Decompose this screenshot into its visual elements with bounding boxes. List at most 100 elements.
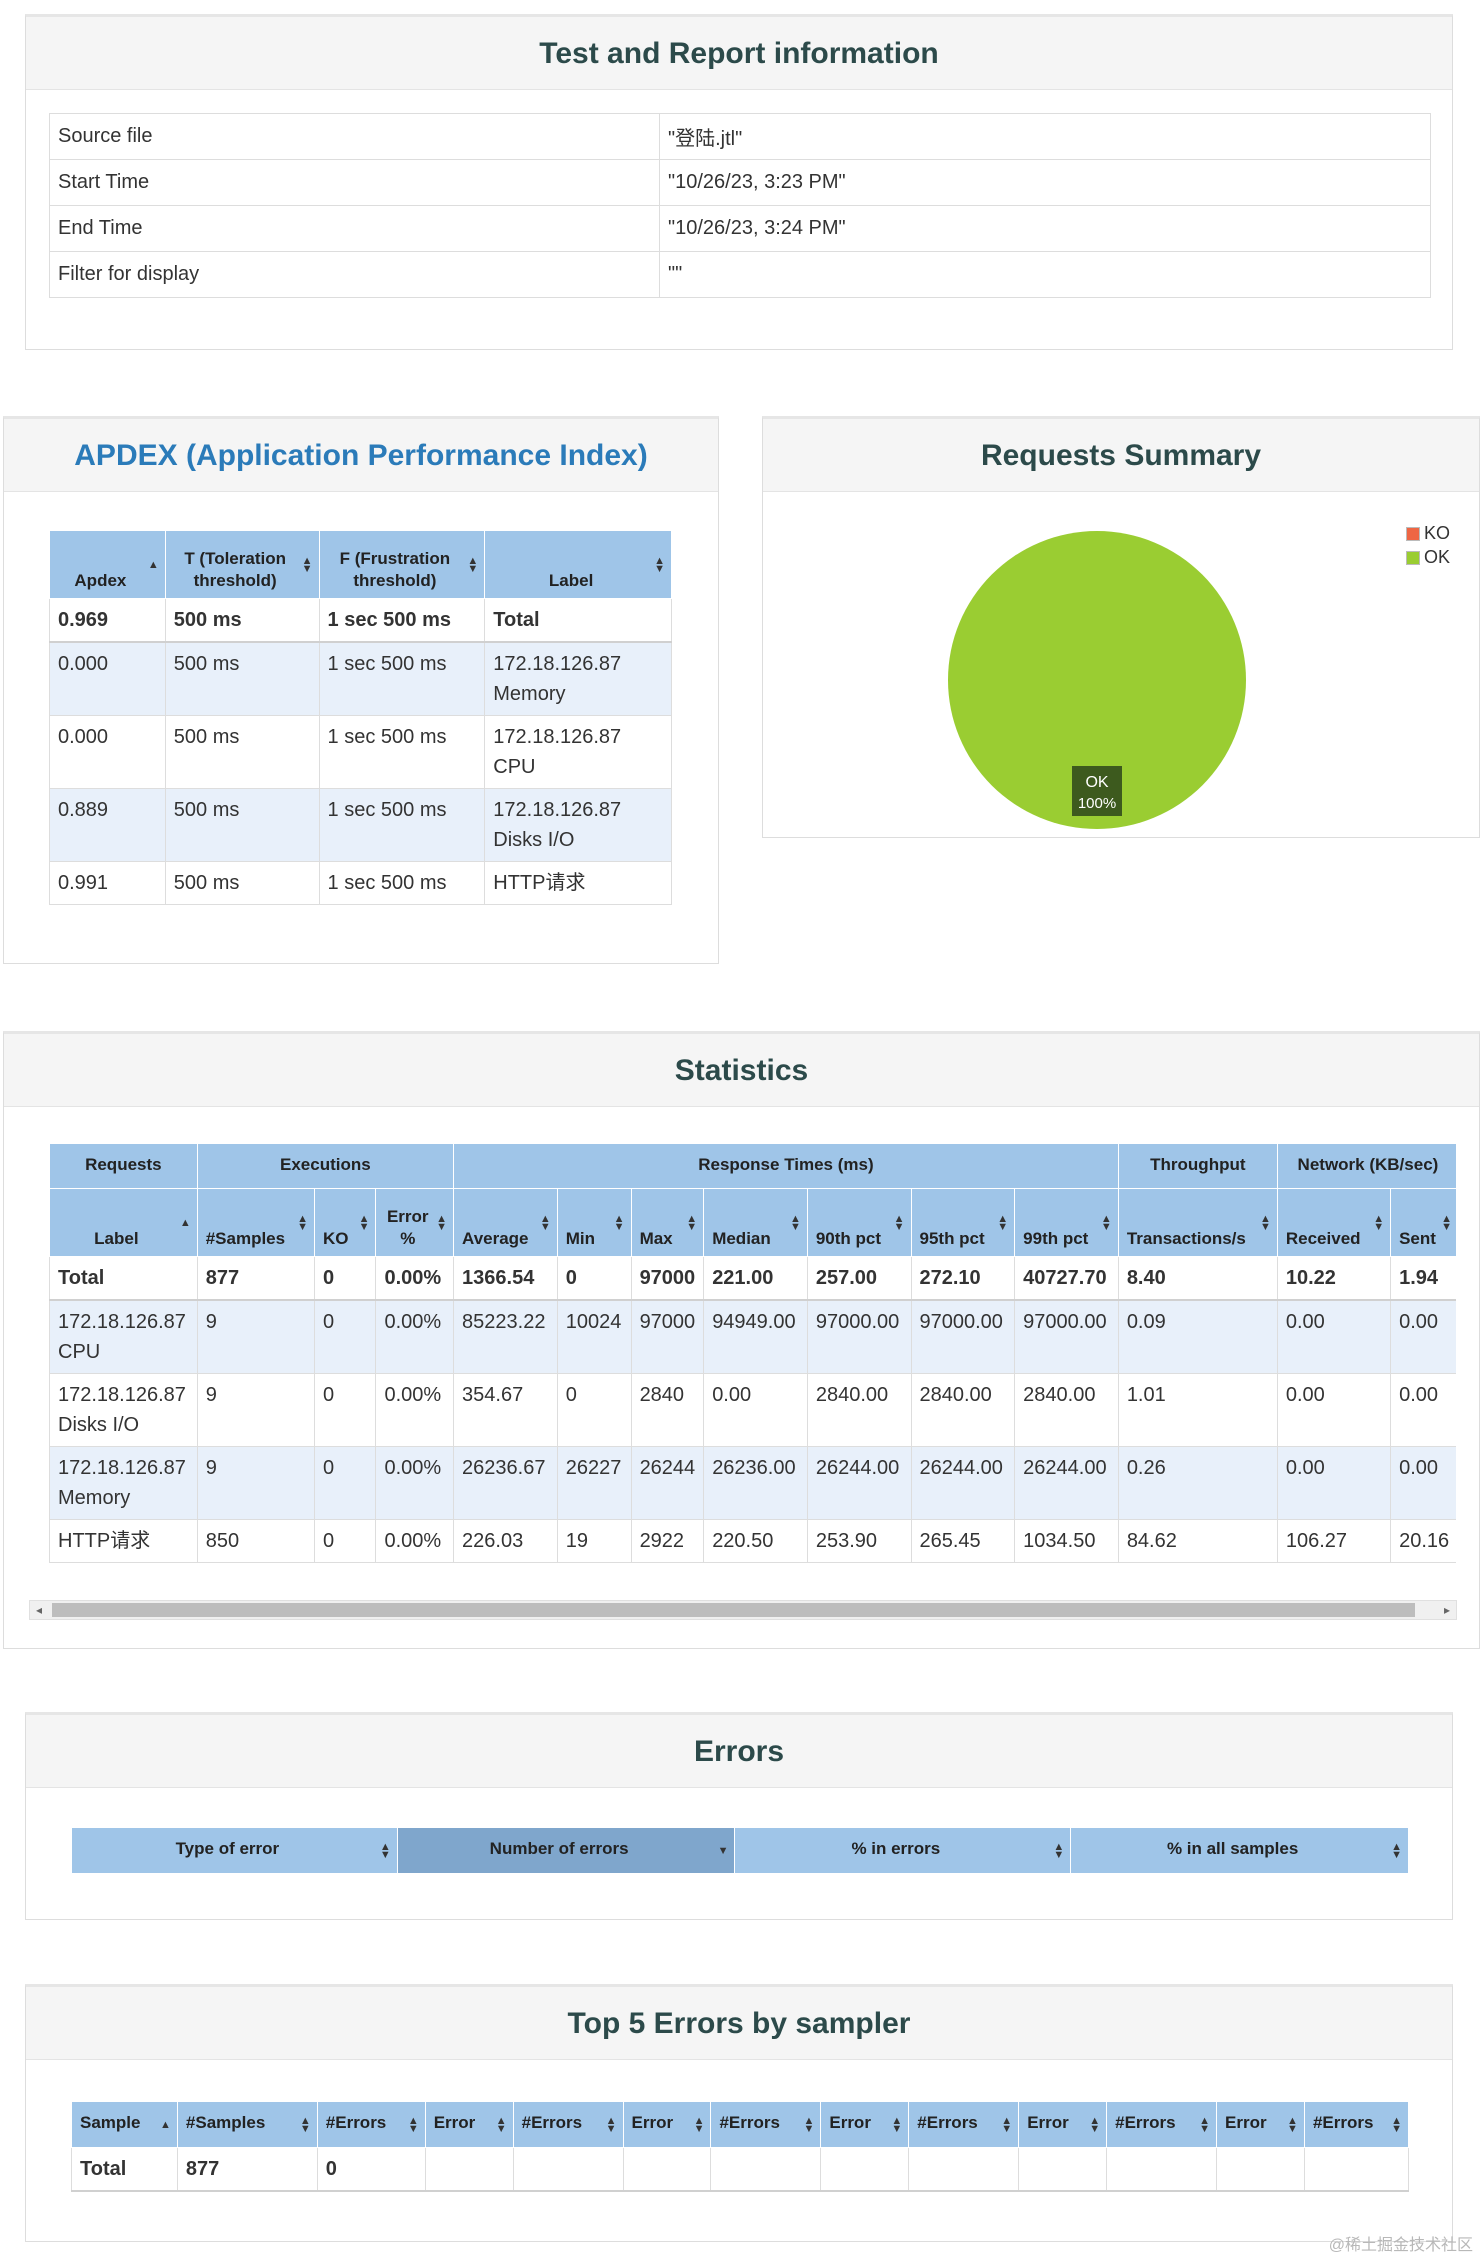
apdex-panel: APDEX (Application Performance Index) Ap…	[3, 416, 719, 964]
sort-icon: ▲ ▼	[1373, 1212, 1385, 1233]
column-header-error-5[interactable]: Error ▲ ▼	[622, 2101, 712, 2148]
table-cell: 0	[313, 1299, 377, 1374]
sort-icon: ▲ ▼	[789, 1212, 801, 1233]
column-group-network-kb-sec: Network (KB/sec)	[1276, 1143, 1456, 1189]
column-header-label: Median	[712, 1228, 771, 1248]
statistics-horizontal-scrollbar[interactable]: ◂ ▸	[29, 1600, 1457, 1620]
pie-slice-ok[interactable]	[948, 531, 1246, 829]
column-header-label: Transactions/s	[1126, 1228, 1246, 1248]
table-cell	[512, 2147, 624, 2192]
column-header-average[interactable]: Average ▲ ▼	[453, 1188, 558, 1257]
table-cell: 172.18.126.87 CPU	[49, 1299, 198, 1374]
info-row: Filter for display ""	[49, 251, 1431, 298]
column-header-90th-pct[interactable]: 90th pct ▲ ▼	[806, 1188, 912, 1257]
column-header-95th-pct[interactable]: 95th pct ▲ ▼	[910, 1188, 1016, 1257]
sort-icon: ▲ ▼	[379, 1840, 391, 1861]
column-header-error[interactable]: Error % ▲ ▼	[375, 1188, 455, 1257]
column-header-f-frustration-threshold[interactable]: F (Frustration threshold) ▲ ▼	[318, 530, 486, 599]
sort-icon: ▲ ▼	[1391, 2114, 1402, 2135]
table-cell: 500 ms	[164, 715, 320, 789]
column-header-label: Error	[631, 2113, 674, 2133]
report-info-table: Source file "登陆.jtl" Start Time "10/26/23, …	[49, 113, 1431, 298]
column-header-min[interactable]: Min ▲ ▼	[556, 1188, 632, 1257]
column-header-errors-6[interactable]: #Errors ▲ ▼	[710, 2101, 822, 2148]
legend-ok[interactable]: OK	[1406, 547, 1450, 568]
errors-table: Type of error ▲ ▼ Number of errors ▼ % in err…	[71, 1827, 1409, 1874]
table-cell: 97000.00	[910, 1299, 1016, 1374]
column-header-type-of-error[interactable]: Type of error ▲ ▼	[71, 1827, 398, 1874]
column-header-errors-2[interactable]: #Errors ▲ ▼	[316, 2101, 426, 2148]
table-cell: 0.000	[49, 641, 166, 716]
column-header-ko[interactable]: KO ▲ ▼	[313, 1188, 377, 1257]
column-header-t-toleration-threshold[interactable]: T (Toleration threshold) ▲ ▼	[164, 530, 320, 599]
table-cell: HTTP请求	[484, 861, 672, 905]
column-header-errors-8[interactable]: #Errors ▲ ▼	[908, 2101, 1020, 2148]
table-cell: 2840.00	[1014, 1373, 1119, 1447]
column-header-error-9[interactable]: Error ▲ ▼	[1018, 2101, 1108, 2148]
column-header-sent[interactable]: Sent ▲ ▼	[1390, 1188, 1456, 1257]
column-header-sample-0[interactable]: Sample ▲	[71, 2101, 178, 2148]
sort-icon: ▲ ▼	[893, 1212, 905, 1233]
sort-icon: ▲ ▼	[693, 2114, 705, 2135]
column-header-received[interactable]: Received ▲ ▼	[1276, 1188, 1392, 1257]
column-header-errors-10[interactable]: #Errors ▲ ▼	[1106, 2101, 1218, 2148]
column-header-errors-12[interactable]: #Errors ▲ ▼	[1303, 2101, 1410, 2148]
table-cell: Total	[71, 2147, 178, 2192]
legend-ko[interactable]: KO	[1406, 523, 1450, 544]
table-cell: 253.90	[806, 1519, 912, 1563]
column-header-error-11[interactable]: Error ▲ ▼	[1216, 2101, 1305, 2148]
column-header-errors-4[interactable]: #Errors ▲ ▼	[512, 2101, 624, 2148]
errors-panel: Errors Type of error ▲ ▼ Number of errors ▼%…	[25, 1712, 1453, 1920]
pie-data-label-value: 100%	[1078, 795, 1116, 812]
column-header-label: Label	[548, 570, 594, 590]
table-cell	[820, 2147, 910, 2192]
column-header-error-7[interactable]: Error ▲ ▼	[820, 2101, 910, 2148]
top5-errors-panel: Top 5 Errors by sampler Sample ▲ #Samples ▲…	[25, 1984, 1453, 2242]
table-cell: HTTP请求	[49, 1519, 198, 1563]
sort-icon: ▲ ▼	[299, 2114, 311, 2135]
table-cell: 0.991	[49, 861, 166, 905]
column-header-samples-1[interactable]: #Samples ▲ ▼	[176, 2101, 318, 2148]
statistics-scroll-area[interactable]: Requests Executions Response Times (ms) Thr…	[49, 1143, 1456, 1613]
scroll-left-arrow-icon[interactable]: ◂	[35, 1603, 43, 1617]
table-cell: 0.00%	[375, 1446, 455, 1520]
column-header-max[interactable]: Max ▲ ▼	[630, 1188, 705, 1257]
column-header-apdex[interactable]: Apdex ▲	[49, 530, 166, 599]
column-header-number-of-errors[interactable]: Number of errors ▼	[396, 1827, 736, 1874]
report-info-panel: Test and Report information Source file "…	[25, 14, 1453, 350]
table-cell: 1 sec 500 ms	[318, 641, 486, 716]
report-info-title: Test and Report information	[26, 17, 1452, 90]
scroll-right-arrow-icon[interactable]: ▸	[1443, 1603, 1451, 1617]
column-header-median[interactable]: Median ▲ ▼	[703, 1188, 808, 1257]
column-header-99th-pct[interactable]: 99th pct ▲ ▼	[1014, 1188, 1119, 1257]
table-cell: 0	[313, 1256, 377, 1301]
legend-ko-swatch	[1406, 526, 1420, 541]
column-header-label: 99th pct	[1023, 1228, 1089, 1248]
column-header-in-all-samples[interactable]: % in all samples ▲ ▼	[1070, 1827, 1409, 1874]
table-cell: 85223.22	[453, 1299, 558, 1374]
scrollbar-thumb[interactable]	[52, 1603, 1415, 1617]
table-cell: 500 ms	[164, 788, 320, 862]
sort-icon: ▲ ▼	[1441, 1212, 1452, 1233]
table-cell: 1.01	[1117, 1373, 1278, 1447]
table-cell: 172.18.126.87 CPU	[484, 715, 672, 789]
sort-icon: ▲ ▼	[1100, 1212, 1112, 1233]
table-row: 0.000 500 ms 1 sec 500 ms 172.18.126.87 Mem…	[49, 641, 672, 716]
column-header-label[interactable]: Label ▲	[49, 1188, 198, 1257]
column-header-error-3[interactable]: Error ▲ ▼	[424, 2101, 514, 2148]
sort-icon: ▲ ▼	[1259, 1212, 1271, 1233]
table-cell	[1018, 2147, 1108, 2192]
table-cell: 0.00	[1276, 1446, 1392, 1520]
table-cell: 1 sec 500 ms	[318, 598, 486, 643]
sort-ascending-icon: ▲	[160, 2118, 171, 2131]
column-header-label: Number of errors	[489, 1839, 629, 1859]
column-header-in-errors[interactable]: % in errors ▲ ▼	[734, 1827, 1072, 1874]
column-header-label[interactable]: Label ▲ ▼	[484, 530, 672, 599]
column-header-samples[interactable]: #Samples ▲ ▼	[196, 1188, 315, 1257]
column-header-transactions-s[interactable]: Transactions/s ▲ ▼	[1117, 1188, 1278, 1257]
sort-icon: ▲ ▼	[891, 2114, 903, 2135]
table-cell: 1 sec 500 ms	[318, 861, 486, 905]
sort-icon: ▲ ▼	[358, 1212, 370, 1233]
column-header-label: Label	[94, 1228, 139, 1248]
table-cell: 220.50	[703, 1519, 808, 1563]
